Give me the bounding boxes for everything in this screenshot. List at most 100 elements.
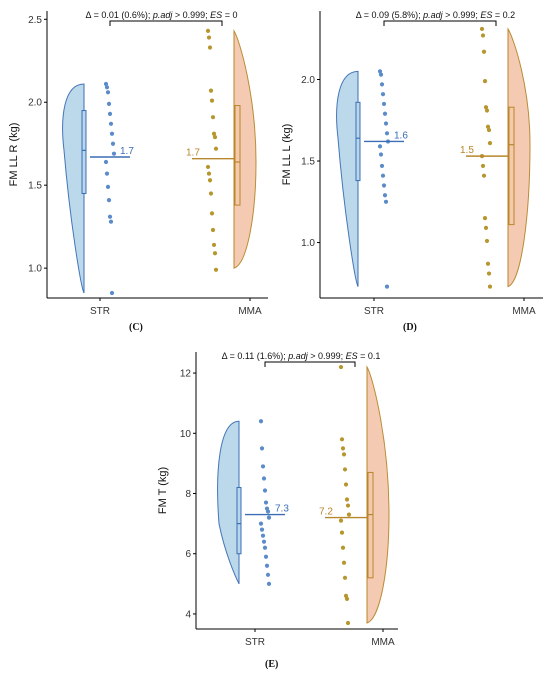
data-point: [263, 500, 269, 505]
data-point: [345, 503, 351, 508]
data-point: [210, 227, 216, 233]
data-point: [341, 452, 347, 457]
mean-label: 1.5: [460, 145, 474, 156]
data-point: [266, 581, 272, 586]
data-point: [380, 92, 386, 97]
box-iqr: [236, 486, 242, 555]
annotation-part: Δ = 0.01 (0.6%);: [86, 10, 153, 20]
panel-label-d: (D): [403, 322, 417, 333]
data-point: [103, 159, 109, 165]
chart-e: 4 6 8 10 12 FM T (kg) STR MMA 7.3 7.2 Δ = 0.11 (1.…: [157, 351, 398, 648]
data-point: [340, 446, 346, 451]
x-tick-label: MMA: [371, 637, 395, 648]
y-axis-label: FM T (kg): [157, 467, 169, 514]
box-iqr: [367, 471, 374, 579]
data-point: [104, 171, 110, 176]
data-point: [482, 215, 488, 221]
data-point: [384, 284, 390, 289]
mean-label: 1.6: [394, 130, 408, 141]
data-point: [482, 79, 488, 84]
x-tick-label: MMA: [512, 306, 536, 317]
mean-label: 7.2: [319, 507, 333, 518]
data-point: [382, 193, 388, 198]
data-point: [211, 242, 217, 248]
data-point: [378, 72, 384, 77]
annotation-part: Δ = 0.11 (1.6%);: [222, 351, 289, 361]
data-point: [105, 90, 111, 95]
y-tick-label: 12: [180, 369, 192, 380]
data-point: [485, 261, 491, 266]
annotation-part: Δ = 0.09 (5.8%);: [356, 10, 423, 20]
mean-label: 7.3: [275, 504, 289, 515]
data-point: [481, 49, 487, 54]
mean-label: 1.7: [120, 146, 134, 157]
data-point: [486, 127, 492, 133]
data-point: [382, 111, 388, 116]
annotation-part: > 0.999;: [308, 351, 346, 361]
data-point: [338, 364, 344, 370]
data-point: [338, 518, 344, 523]
panel-label-e: (E): [265, 659, 279, 670]
data-point: [377, 69, 383, 74]
y-axis-label: FM LL R (kg): [8, 123, 20, 187]
data-point: [379, 82, 385, 87]
stats-annotation: Δ = 0.01 (0.6%); p.adj > 0.999; ES = 0: [86, 10, 238, 20]
density-cloud: [217, 420, 240, 585]
data-point: [209, 98, 215, 103]
data-point: [381, 101, 387, 107]
data-point: [211, 131, 217, 136]
annotation-part: p.adj: [152, 10, 174, 20]
data-point: [105, 184, 111, 189]
data-point: [487, 140, 493, 146]
data-point: [480, 163, 486, 169]
data-point: [106, 101, 112, 107]
data-point: [104, 85, 110, 90]
data-point: [212, 251, 218, 256]
data-point: [208, 88, 214, 93]
panel-label-c: (C): [129, 322, 143, 333]
chart-c: 1.0 1.5 2.0 2.5 FM LL R (kg) STR MMA 1.7 1.7 Δ = …: [8, 10, 268, 317]
data-point: [261, 476, 267, 481]
data-point: [260, 464, 266, 469]
data-point: [342, 467, 348, 472]
data-point: [103, 81, 109, 87]
data-point: [209, 211, 215, 216]
data-point: [207, 178, 213, 183]
y-tick-label: 2.5: [28, 15, 42, 26]
annotation-part: p.adj: [422, 10, 444, 20]
data-point: [339, 437, 345, 442]
data-point: [107, 111, 113, 116]
data-point: [213, 146, 219, 151]
chart-panel-c: 1.0 1.5 2.0 2.5 FM LL R (kg) STR MMA 1.7 1.7 Δ = …: [0, 0, 275, 340]
data-point: [258, 419, 264, 424]
comparison-bracket: [109, 20, 223, 26]
data-point: [109, 131, 115, 136]
x-tick-label: STR: [245, 637, 265, 648]
box-iqr: [81, 110, 87, 194]
y-tick-label: 1.0: [28, 264, 42, 275]
data-point: [207, 45, 213, 50]
data-point: [260, 533, 266, 538]
data-point: [110, 141, 116, 146]
data-point: [343, 482, 349, 487]
data-point: [111, 151, 117, 156]
data-point: [344, 596, 350, 601]
comparison-bracket: [383, 20, 497, 26]
data-point: [480, 33, 486, 38]
data-point: [483, 105, 489, 110]
y-tick-label: 6: [185, 549, 191, 560]
data-point: [487, 284, 493, 289]
chart-panel-d: 1.0 1.5 2.0 FM LL L (kg) STR MMA 1.6 1.5 Δ = 0.0…: [275, 0, 550, 340]
data-point: [339, 530, 345, 535]
data-point: [205, 164, 211, 170]
y-tick-label: 10: [180, 429, 192, 440]
data-point: [265, 572, 271, 577]
y-axis-label: FM LL L (kg): [281, 124, 293, 186]
data-point: [377, 144, 383, 149]
data-point: [486, 271, 492, 276]
data-point: [383, 121, 389, 126]
data-point: [266, 515, 272, 520]
data-point: [340, 545, 346, 550]
data-point: [483, 225, 489, 230]
annotation-part: ES: [480, 10, 492, 20]
